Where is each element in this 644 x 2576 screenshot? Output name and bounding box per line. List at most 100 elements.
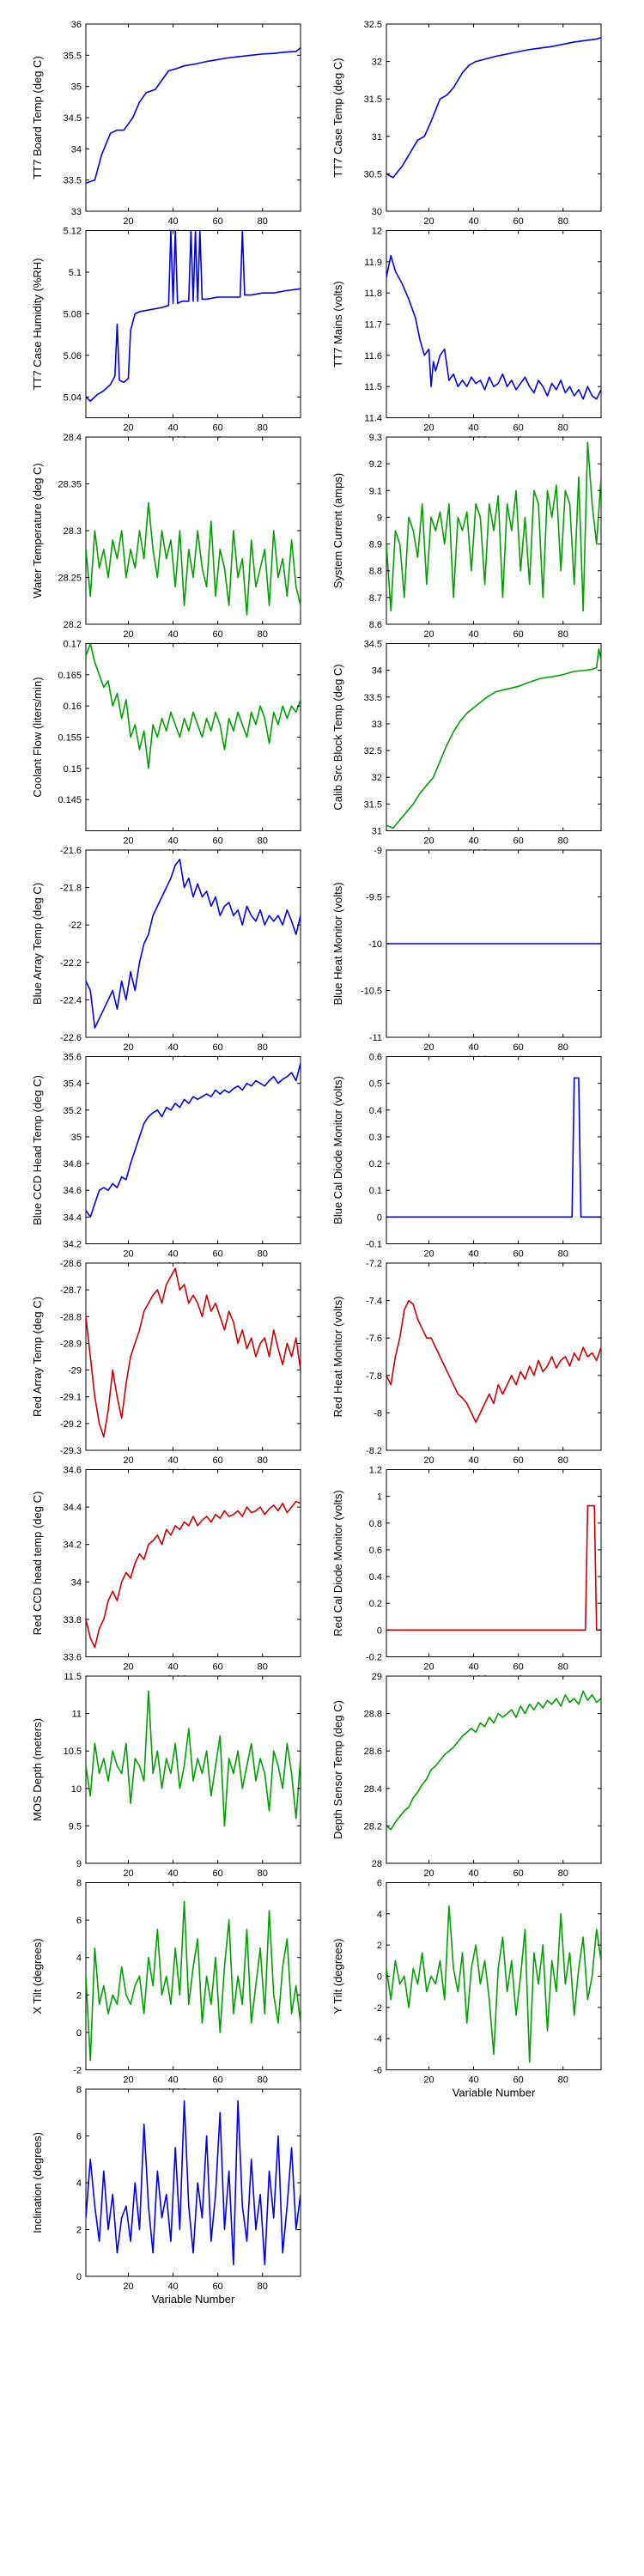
y-tick-label: 8 [76,2085,82,2095]
y-tick-label: 0.2 [369,1159,382,1170]
y-tick-label: 4 [76,1953,82,1964]
chart-panel-6: 204060800.1450.150.1550.160.1650.17Varia… [31,640,301,860]
y-tick-label: -4 [374,2034,382,2044]
x-tick-label: 60 [213,1662,223,1673]
series-line [386,1690,601,1831]
x-tick-label: 60 [213,423,223,434]
y-axis-label: Inclination (degrees) [31,2132,44,2233]
x-tick-label: 80 [558,1455,568,1466]
y-tick-label: -22.6 [60,1033,82,1043]
y-tick-label: 34.5 [364,640,382,650]
y-tick-label: 31 [372,827,382,837]
y-tick-label: 33.8 [64,1615,82,1625]
y-tick-label: 8.7 [369,593,382,604]
y-tick-label: 5.06 [64,351,82,361]
y-tick-label: -28.9 [60,1339,82,1349]
y-tick-label: -10 [368,939,382,950]
y-tick-label: -9.5 [366,893,382,903]
y-tick-label: 9.2 [369,459,382,470]
y-tick-label: 9.1 [369,486,382,496]
y-tick-label: 11.6 [364,351,382,361]
y-axis-label: Blue Array Temp (deg C) [31,883,44,1005]
y-tick-label: -28.8 [60,1312,82,1322]
plot-frame [386,643,602,831]
y-tick-label: 35.2 [64,1106,82,1116]
y-tick-label: 9.3 [369,433,382,443]
x-tick-label: 60 [513,423,524,434]
y-tick-label: -7.4 [366,1297,382,1307]
y-tick-label: -11 [369,1033,382,1043]
y-tick-label: 28.4 [364,1784,382,1795]
x-axis-label: Variable Number [453,2087,536,2099]
x-tick-label: 60 [513,1662,524,1673]
y-tick-label: -0.2 [366,1653,382,1663]
y-tick-label: 34.6 [64,1186,82,1196]
y-tick-label: 0.8 [369,1519,382,1529]
y-tick-label: 6 [76,2132,82,2142]
x-tick-label: 40 [167,629,178,640]
y-tick-label: 0.5 [369,1079,382,1090]
plot-frame [386,1469,602,1657]
y-tick-label: 31.5 [364,799,382,810]
x-tick-label: 80 [258,1868,268,1879]
y-tick-label: 11.8 [364,289,382,299]
series-line [86,1900,301,2062]
x-tick-label: 20 [423,2075,434,2086]
y-tick-label: 28.35 [58,480,82,490]
x-tick-label: 80 [558,1662,568,1673]
chart-panel-8: 20406080-22.6-22.4-22.2-22-21.8-21.6Vari… [31,846,301,1066]
x-tick-label: 20 [423,1455,434,1466]
y-tick-label: 32.5 [364,20,382,30]
y-tick-label: 11.5 [364,382,382,392]
x-tick-label: 40 [468,2075,478,2086]
y-tick-label: 36 [71,20,82,30]
series-line [386,441,601,612]
series-line [386,1905,601,2063]
y-tick-label: 34.2 [64,1240,82,1250]
x-tick-label: 80 [258,629,268,640]
y-tick-label: 0 [76,2028,82,2038]
x-tick-label: 60 [213,1868,223,1879]
y-tick-label: 0.165 [58,671,82,681]
y-tick-label: 11 [72,1710,82,1720]
x-tick-label: 60 [513,216,524,227]
x-tick-label: 80 [258,1662,268,1673]
y-tick-label: 10.5 [64,1747,82,1757]
y-tick-label: 4 [377,1910,382,1920]
y-tick-label: 12 [372,227,382,237]
x-tick-label: 80 [558,1042,568,1053]
x-tick-label: 60 [513,1042,524,1053]
x-tick-label: 20 [423,629,434,640]
series-line [386,1504,601,1631]
y-tick-label: -22 [68,920,82,931]
x-tick-label: 40 [167,2281,178,2292]
x-tick-label: 80 [258,2075,268,2086]
y-tick-label: 35 [71,1133,82,1143]
y-axis-label: Red Heat Monitor (volts) [331,1297,344,1418]
y-axis-label: Red Cal Diode Monitor (volts) [331,1490,344,1637]
series-line [86,1267,301,1438]
x-tick-label: 60 [213,1455,223,1466]
chart-panel-10: 2040608034.234.434.634.83535.235.435.6Va… [31,1053,301,1273]
y-tick-label: 34.5 [64,113,82,124]
series-line [386,1077,601,1218]
y-tick-label: 0.4 [369,1572,382,1583]
y-tick-label: -29 [68,1366,82,1376]
x-tick-label: 80 [558,1249,568,1260]
plot-frame [386,1262,602,1451]
y-tick-label: 33.6 [64,1653,82,1663]
y-tick-label: 35 [71,82,82,93]
x-tick-label: 80 [258,423,268,434]
chart-panel-11: 20406080-0.100.10.20.30.40.50.6Variable … [331,1053,602,1273]
y-tick-label: 6 [377,1879,382,1889]
y-tick-label: 0.2 [369,1599,382,1609]
plot-frame [85,230,301,418]
y-tick-label: -9 [374,846,382,856]
plot-frame [386,1675,602,1864]
y-tick-label: 11.4 [364,414,382,424]
y-tick-label: 1.2 [369,1466,382,1476]
